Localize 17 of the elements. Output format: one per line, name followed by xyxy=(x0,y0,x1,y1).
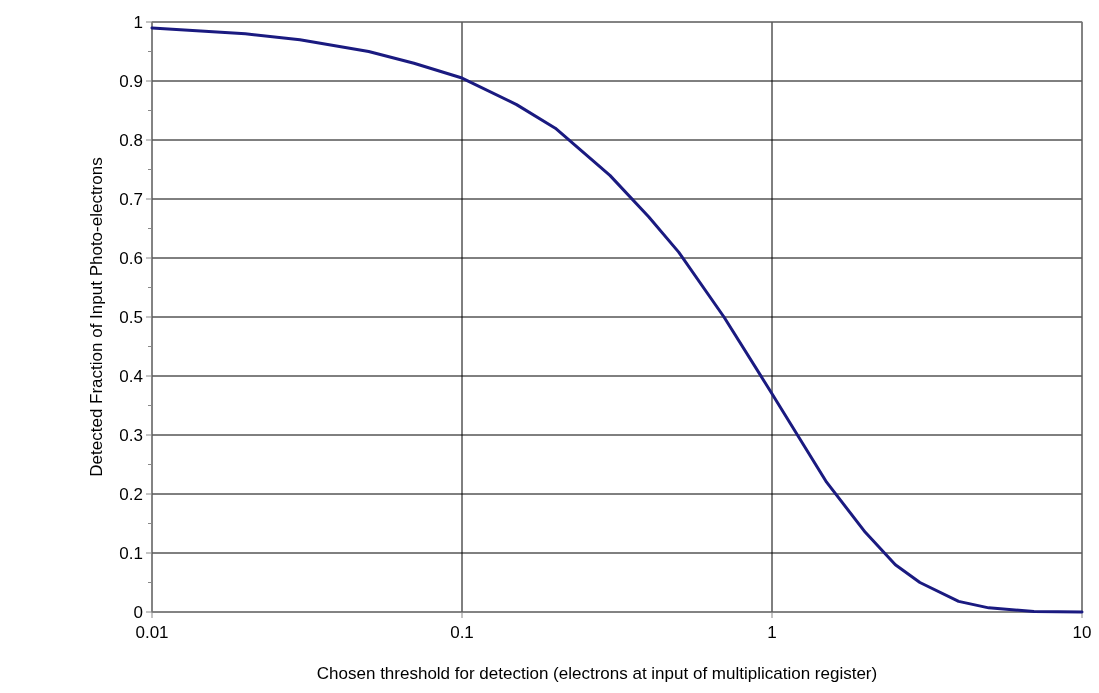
y-tick-label: 0.9 xyxy=(119,71,143,91)
y-tick-label: 0.7 xyxy=(119,189,143,209)
x-tick-label: 0.1 xyxy=(450,623,474,642)
y-tick-label: 0 xyxy=(133,602,143,622)
x-tick-label: 0.01 xyxy=(135,623,169,642)
x-tick-label: 1 xyxy=(767,623,777,642)
x-tick-label: 10 xyxy=(1072,623,1092,642)
y-tick-label: 0.6 xyxy=(119,248,143,268)
y-tick-label: 1 xyxy=(133,12,143,32)
y-tick-label: 0.3 xyxy=(119,425,143,445)
y-tick-label: 0.1 xyxy=(119,543,143,563)
y-tick-label: 0.8 xyxy=(119,130,143,150)
y-tick-label: 0.2 xyxy=(119,484,143,504)
x-axis-title: Chosen threshold for detection (electrons at input of multiplication register) xyxy=(316,664,878,683)
y-tick-label: 0.5 xyxy=(119,307,143,327)
y-tick-label: 0.4 xyxy=(119,366,143,386)
y-axis-title: Detected Fraction of Input Photo-electrons xyxy=(87,157,106,477)
